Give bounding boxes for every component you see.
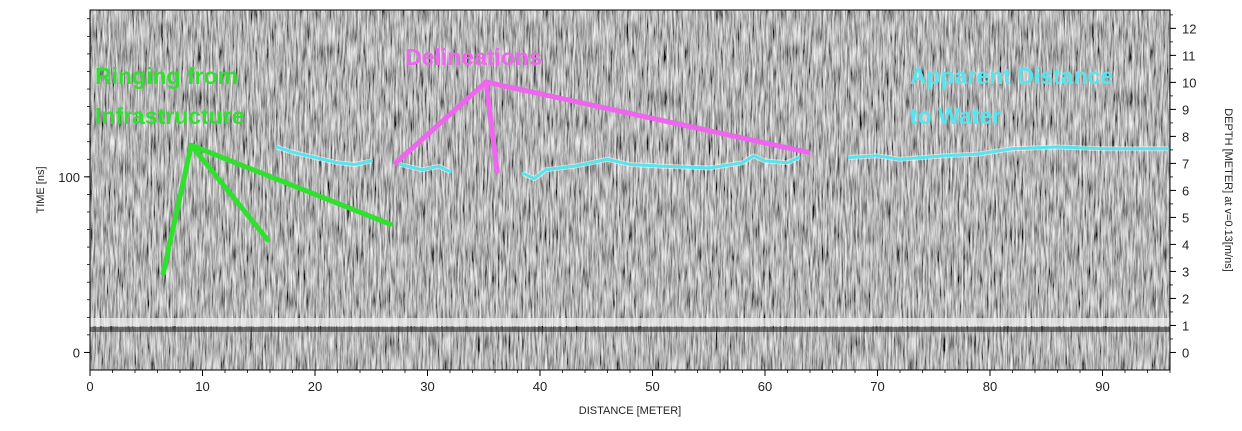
annotation-labels: Ringing from Infrastructure Delineations… [95, 44, 1120, 129]
annotation-pointer-line [188, 142, 271, 243]
ringing-label-line-1: Ringing from [95, 63, 238, 89]
water-trace-line [521, 154, 801, 181]
water-trace-line [847, 145, 1170, 161]
y-axis-time: 0 100 [58, 18, 90, 360]
y-depth-tick-label: 0 [1182, 345, 1189, 360]
y-depth-tick-label: 5 [1182, 210, 1189, 225]
water-label-line-1: Apparent Distance [910, 63, 1113, 89]
y-depth-tick-label: 9 [1182, 102, 1189, 117]
y-depth-tick-label: 2 [1182, 291, 1189, 306]
direct-wave-band [90, 318, 1170, 326]
y-depth-tick-label: 10 [1182, 75, 1196, 90]
water-annotation-label: Apparent Distance to Water [910, 63, 1120, 129]
y-time-tick-label: 100 [58, 170, 80, 185]
ringing-label-line-2: Infrastructure [95, 103, 245, 129]
x-axis-title: DISTANCE [METER] [579, 405, 681, 417]
y-time-tick-label: 0 [73, 345, 80, 360]
x-tick-label: 40 [533, 379, 547, 394]
y-depth-tick-label: 8 [1182, 129, 1189, 144]
annotation-pointer-line [393, 79, 489, 166]
x-tick-label: 10 [195, 379, 209, 394]
x-tick-label: 20 [308, 379, 322, 394]
water-trace-line [399, 163, 452, 174]
x-tick-label: 0 [86, 379, 93, 394]
delineations-label: Delineations [405, 44, 542, 70]
x-tick-label: 80 [983, 379, 997, 394]
y-depth-tick-label: 7 [1182, 156, 1189, 171]
x-tick-label: 90 [1095, 379, 1109, 394]
annotation-pointer-line [483, 79, 811, 155]
annotation-pointer-line [483, 79, 500, 175]
annotation-pointer-line [160, 142, 194, 276]
plot-area [89, 9, 1171, 371]
water-trace-layer [275, 144, 1170, 182]
y-axis-depth-title: DEPTH [METER] at v=0.13[m/ns] [1222, 108, 1234, 272]
y-depth-tick-label: 6 [1182, 183, 1189, 198]
ringing-annotation-label: Ringing from Infrastructure [95, 63, 245, 129]
radargram-texture [90, 10, 1170, 370]
x-tick-label: 70 [870, 379, 884, 394]
y-depth-tick-label: 1 [1182, 318, 1189, 333]
water-label-line-2: to Water [910, 103, 1001, 129]
y-depth-tick-label: 4 [1182, 237, 1189, 252]
x-tick-label: 30 [420, 379, 434, 394]
y-depth-tick-label: 12 [1182, 21, 1196, 36]
delineations-annotation-label: Delineations [405, 44, 542, 70]
direct-wave-band-dark [90, 327, 1170, 332]
x-tick-label: 60 [758, 379, 772, 394]
x-tick-label: 50 [645, 379, 659, 394]
water-trace-line [275, 145, 373, 166]
y-axis-time-title: TIME [ns] [35, 166, 47, 213]
y-depth-tick-label: 11 [1182, 48, 1196, 63]
y-depth-tick-label: 3 [1182, 264, 1189, 279]
annotation-lines-layer [160, 79, 811, 276]
annotation-pointer-line [188, 142, 393, 227]
x-axis: 0 10 20 30 40 50 60 70 80 90 [86, 370, 1171, 394]
